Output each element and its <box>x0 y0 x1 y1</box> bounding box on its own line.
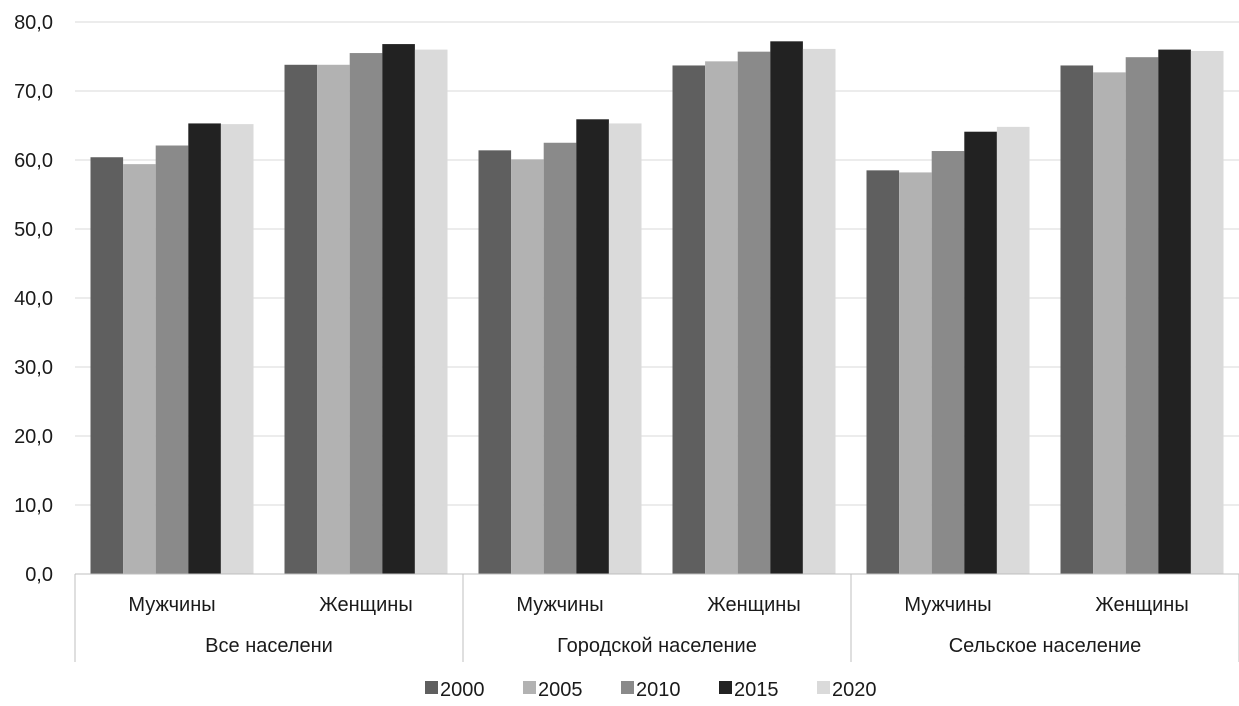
bar-2020 <box>996 126 1030 574</box>
bar-2015 <box>188 123 221 575</box>
bar-2000 <box>672 65 706 574</box>
bar-2010 <box>737 51 771 575</box>
legend-swatch <box>719 681 732 694</box>
bar-2005 <box>705 61 738 574</box>
bar-2010 <box>543 142 577 574</box>
legend-label: 2015 <box>734 679 779 701</box>
bar-2020 <box>802 48 836 575</box>
bar-2010 <box>931 151 965 574</box>
bar-2005 <box>1093 72 1126 575</box>
y-tick-label: 30,0 <box>14 357 53 379</box>
bar-2020 <box>220 124 254 575</box>
legend-label: 2000 <box>440 679 485 701</box>
category-label: Женщины <box>1095 594 1188 616</box>
legend-swatch <box>817 681 830 694</box>
y-tick-label: 50,0 <box>14 219 53 241</box>
bar-2010 <box>1125 57 1159 574</box>
bar-2015 <box>964 131 997 574</box>
bar-2020 <box>1190 50 1224 575</box>
bar-2005 <box>123 164 156 574</box>
y-tick-label: 10,0 <box>14 495 53 517</box>
y-tick-label: 20,0 <box>14 426 53 448</box>
bar-2000 <box>478 150 512 574</box>
bar-2000 <box>1060 65 1094 574</box>
legend-swatch <box>523 681 536 694</box>
bar-2010 <box>155 145 189 574</box>
y-tick-label: 70,0 <box>14 81 53 103</box>
bar-2005 <box>317 64 350 574</box>
group-labels: Все населени Городской население Сельское … <box>205 635 1141 657</box>
x-axis <box>74 573 1239 662</box>
legend-label: 2010 <box>636 679 681 701</box>
legend-label: 2005 <box>538 679 583 701</box>
y-axis-tick-labels: 0,0 10,0 20,0 30,0 40,0 50,0 60,0 70,0 80,0 <box>14 12 53 586</box>
group-label: Сельское население <box>949 635 1142 657</box>
category-label: Мужчины <box>128 594 215 616</box>
bar-2005 <box>899 172 932 575</box>
category-label: Женщины <box>707 594 800 616</box>
y-tick-label: 40,0 <box>14 288 53 310</box>
bars <box>90 41 1224 575</box>
bar-2020 <box>608 123 642 575</box>
gridlines <box>75 21 1239 506</box>
bar-2015 <box>1158 49 1191 575</box>
bar-2015 <box>770 41 803 574</box>
bar-2000 <box>866 170 900 574</box>
group-label: Городской население <box>557 635 757 657</box>
y-tick-label: 60,0 <box>14 150 53 172</box>
bar-2000 <box>284 64 318 574</box>
y-tick-label: 0,0 <box>25 564 53 586</box>
bar-2015 <box>576 119 609 574</box>
group-label: Все населени <box>205 635 333 657</box>
category-labels: Мужчины Женщины Мужчины Женщины Мужчины Женщи… <box>128 594 1188 616</box>
bar-2020 <box>414 49 448 575</box>
legend-label: 2020 <box>832 679 877 701</box>
bar-2000 <box>90 157 124 575</box>
y-tick-label: 80,0 <box>14 12 53 34</box>
bar-2010 <box>349 53 383 575</box>
bar-2015 <box>382 44 415 574</box>
legend-swatch <box>621 681 634 694</box>
category-label: Мужчины <box>904 594 991 616</box>
category-label: Женщины <box>319 594 412 616</box>
legend-swatch <box>425 681 438 694</box>
legend: 2000 2005 2010 2015 2020 <box>425 679 877 701</box>
category-label: Мужчины <box>516 594 603 616</box>
bar-2005 <box>511 159 544 574</box>
